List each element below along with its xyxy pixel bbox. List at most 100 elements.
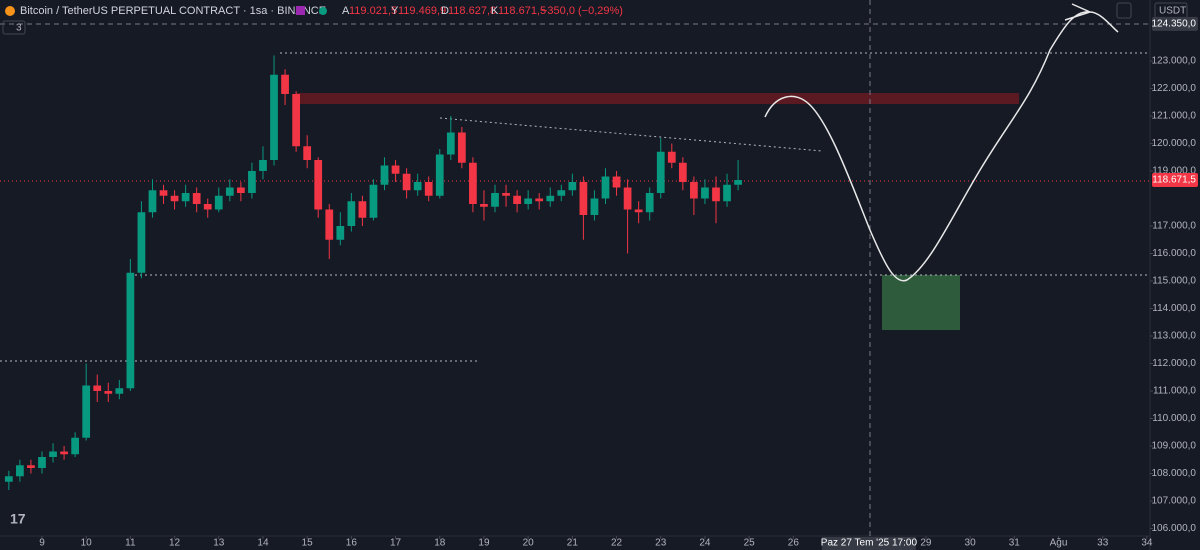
candle-body [701, 187, 709, 199]
x-tick-label: 11 [125, 538, 136, 549]
candle-body [645, 192, 654, 213]
open-label: A [342, 5, 350, 17]
candle-body [82, 385, 91, 438]
x-tick-label: 14 [257, 538, 269, 549]
candle-body [181, 192, 190, 202]
high-label: Y [391, 5, 399, 17]
x-tick-label: 16 [346, 538, 358, 549]
currency[interactable]: USDT [1159, 6, 1186, 17]
y-tick-label: 113.000,0 [1152, 331, 1196, 342]
y-tick-label: 119.000,0 [1152, 166, 1196, 177]
candle-body [457, 132, 466, 163]
y-tick-label: 122.000,0 [1152, 83, 1197, 94]
candle-body [115, 388, 124, 394]
candle-body [634, 209, 643, 213]
candle-body [579, 181, 588, 215]
candle-body [225, 187, 234, 196]
x-tick-label: 22 [611, 538, 623, 549]
candle-body [203, 203, 212, 210]
crosshair-price-label: 124.350,0 [1152, 19, 1197, 30]
y-tick-label: 112.000,0 [1152, 358, 1196, 369]
x-tick-label: 13 [213, 538, 225, 549]
candle-body [325, 209, 334, 240]
candle-body [38, 456, 46, 468]
candle-body [159, 190, 168, 196]
candle-body [71, 437, 80, 455]
last-price-tag [1152, 173, 1198, 188]
candle-body [27, 465, 35, 468]
status-dot [319, 7, 327, 15]
y-tick-label: 108.000,0 [1152, 468, 1197, 479]
candle-body [93, 385, 102, 391]
y-tick-label: 117.000,0 [1152, 221, 1196, 232]
candle-body [723, 184, 731, 202]
download-button[interactable] [1116, 2, 1132, 19]
y-tick-label: 110.000,0 [1152, 413, 1196, 424]
candle-body [667, 151, 676, 163]
candle-body [546, 195, 555, 202]
candle-body [358, 201, 367, 218]
candle-body [336, 225, 345, 240]
last-price-label: 118.671,5 [1152, 175, 1196, 186]
crosshair-time-tag [821, 537, 916, 550]
y-tick-label: 116.000,0 [1152, 248, 1196, 259]
candle-body [424, 181, 433, 196]
high-value: 119.469,9 [398, 5, 446, 17]
candle-body [4, 476, 13, 482]
x-tick-label: 15 [302, 538, 314, 549]
candle-body [524, 198, 533, 204]
candle-body [502, 192, 510, 196]
low-label: D [441, 5, 449, 17]
candle-body [259, 159, 267, 171]
candle-body [491, 192, 499, 207]
candle-body [137, 212, 146, 273]
x-tick-label: 25 [744, 538, 756, 549]
resistance-zone [296, 93, 1019, 104]
candle-body [380, 165, 389, 185]
candle-body [623, 187, 632, 210]
logo: 17 [10, 511, 26, 527]
x-tick-label: Ağu [1050, 538, 1068, 549]
candle-body [557, 190, 566, 196]
candle-body [281, 74, 289, 94]
candle-body [480, 203, 488, 207]
support-zone [882, 275, 960, 330]
candle-body [435, 154, 444, 196]
indicator-toggle[interactable] [2, 20, 26, 35]
candle-body [568, 181, 577, 191]
y-tick-label: 115.000,0 [1152, 276, 1196, 287]
candle-body [270, 74, 278, 160]
x-tick-label: 18 [434, 538, 446, 549]
price-axis [1150, 0, 1200, 550]
x-tick-label: 20 [523, 538, 535, 549]
candle-body [60, 451, 68, 455]
candle-body [104, 390, 113, 394]
candle-body [656, 151, 665, 193]
candle-body [590, 198, 599, 215]
candle-body [237, 187, 245, 193]
candle-body [248, 170, 256, 193]
candle-body [712, 187, 720, 202]
projection-drawing [764, 3, 1119, 282]
candle-body [303, 146, 312, 160]
candle-body [170, 195, 179, 202]
candle-body [148, 190, 157, 213]
candle-body [369, 184, 378, 218]
candle-body [446, 132, 455, 155]
x-tick-label: 9 [39, 538, 45, 549]
x-tick-label: 21 [567, 538, 579, 549]
close-value: 118.671,5 [498, 5, 546, 17]
trend-line [439, 117, 823, 152]
symbol-icon [5, 6, 15, 16]
y-tick-label: 114.000,0 [1152, 303, 1196, 314]
candle-body [734, 180, 742, 185]
y-tick-label: 121.000,0 [1152, 111, 1197, 122]
indicator-count[interactable]: 3 [16, 23, 22, 34]
symbol-title[interactable]: Bitcoin / TetherUS PERPETUAL CONTRACT · … [20, 5, 326, 17]
x-tick-label: 10 [81, 538, 93, 549]
x-tick-label: 33 [1097, 538, 1109, 549]
y-tick-label: 109.000,0 [1152, 441, 1197, 452]
x-tick-label: 31 [1009, 538, 1021, 549]
